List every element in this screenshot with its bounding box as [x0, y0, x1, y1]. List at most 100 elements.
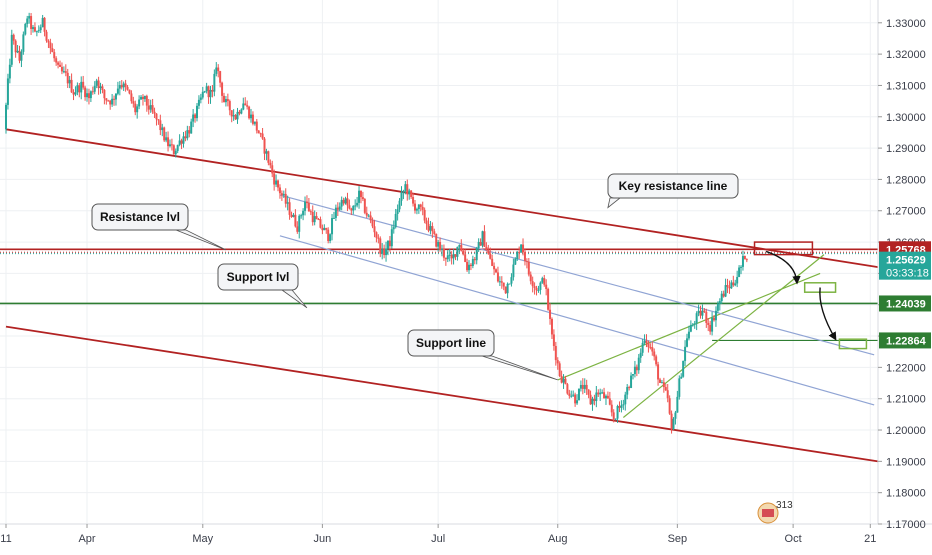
- candle-body: [6, 78, 9, 105]
- candle-body: [298, 215, 301, 232]
- candle-body: [242, 103, 245, 110]
- candle-body: [263, 138, 266, 154]
- candle-body: [545, 284, 548, 289]
- candle-body: [267, 151, 270, 163]
- candle-body: [275, 180, 278, 185]
- y-tick-label: 1.20000: [886, 425, 926, 437]
- candle-body: [631, 374, 634, 376]
- candle-body: [377, 237, 380, 239]
- candle-body: [363, 199, 366, 213]
- candle-body: [674, 412, 677, 419]
- callout-box: [607, 173, 739, 199]
- candle-body: [458, 245, 461, 247]
- candle-body: [383, 249, 386, 256]
- candle-body: [207, 86, 210, 98]
- candle-body: [271, 165, 274, 174]
- candle-body: [47, 40, 50, 43]
- candle-body: [358, 190, 361, 203]
- candle-body: [496, 272, 499, 282]
- candle-body: [53, 52, 56, 59]
- candle-body: [221, 82, 224, 96]
- grid-layer: [0, 0, 878, 525]
- candle-body: [201, 91, 204, 98]
- candle-body: [689, 325, 692, 332]
- candle-body: [230, 110, 233, 117]
- candle-body: [140, 96, 143, 100]
- candle-body: [182, 136, 185, 144]
- candle-body: [64, 71, 67, 73]
- candle-body: [176, 145, 179, 151]
- candle-body: [309, 211, 312, 213]
- candle-body: [624, 394, 627, 405]
- candle-body: [730, 282, 733, 289]
- x-tick-label: 11: [0, 533, 11, 545]
- candle-body: [419, 204, 422, 207]
- y-tick-label: 1.31000: [886, 80, 926, 92]
- candle-body: [246, 105, 249, 107]
- candle-body: [429, 226, 432, 231]
- candle-body: [398, 200, 401, 210]
- candle-body: [483, 231, 486, 247]
- candle-body: [240, 109, 243, 114]
- candle-body: [581, 384, 584, 389]
- candle-body: [386, 240, 389, 249]
- candle-body: [305, 201, 308, 204]
- candle-body: [265, 151, 268, 154]
- candle-body: [93, 85, 96, 92]
- candle-body: [541, 278, 544, 283]
- candle-body: [203, 91, 206, 93]
- target-zone-box: [838, 338, 868, 350]
- candle-body: [178, 140, 181, 146]
- candle-body: [450, 254, 453, 259]
- candle-body: [269, 162, 272, 166]
- candle-body: [439, 242, 442, 250]
- candle-body: [745, 259, 748, 261]
- candle-body: [284, 193, 287, 204]
- candle-body: [608, 398, 611, 405]
- candle-body: [720, 293, 723, 302]
- candle-body: [718, 301, 721, 304]
- candle-body: [184, 136, 187, 139]
- candle-body: [145, 95, 148, 106]
- candle-body: [452, 254, 455, 259]
- candle-body: [114, 93, 117, 100]
- candle-body: [57, 62, 60, 65]
- candle-body: [601, 392, 604, 394]
- candle-body: [143, 95, 146, 100]
- candle-body: [167, 137, 170, 147]
- candle-body: [311, 212, 314, 223]
- candle-body: [290, 214, 293, 217]
- candle-body: [408, 190, 411, 195]
- candle-body: [643, 340, 646, 343]
- candle-body: [147, 105, 150, 110]
- candle-body: [141, 96, 144, 100]
- candle-body: [711, 317, 714, 332]
- x-tick-label: May: [192, 533, 213, 545]
- candle-body: [556, 360, 559, 364]
- candle-body: [278, 187, 281, 194]
- price-tag: [879, 295, 931, 312]
- candle-body: [527, 261, 530, 275]
- projection-arrow: [765, 250, 801, 285]
- candle-body: [126, 86, 129, 90]
- candle-body: [51, 48, 54, 53]
- candle-body: [687, 331, 690, 339]
- candle-body: [62, 71, 65, 73]
- candle-body: [713, 317, 716, 321]
- candle-body: [390, 229, 393, 247]
- candle-body: [560, 375, 563, 383]
- candle-body: [33, 27, 36, 32]
- candle-body: [475, 248, 478, 261]
- candle-body: [66, 72, 69, 84]
- candle-body: [676, 396, 679, 413]
- candle-body: [523, 252, 526, 262]
- candle-body: [313, 216, 316, 223]
- candle-body: [113, 98, 116, 100]
- candle-body: [701, 310, 704, 316]
- candle-body: [558, 363, 561, 376]
- candle-body: [217, 67, 220, 72]
- candle-body: [304, 201, 307, 211]
- candle-body: [726, 285, 729, 287]
